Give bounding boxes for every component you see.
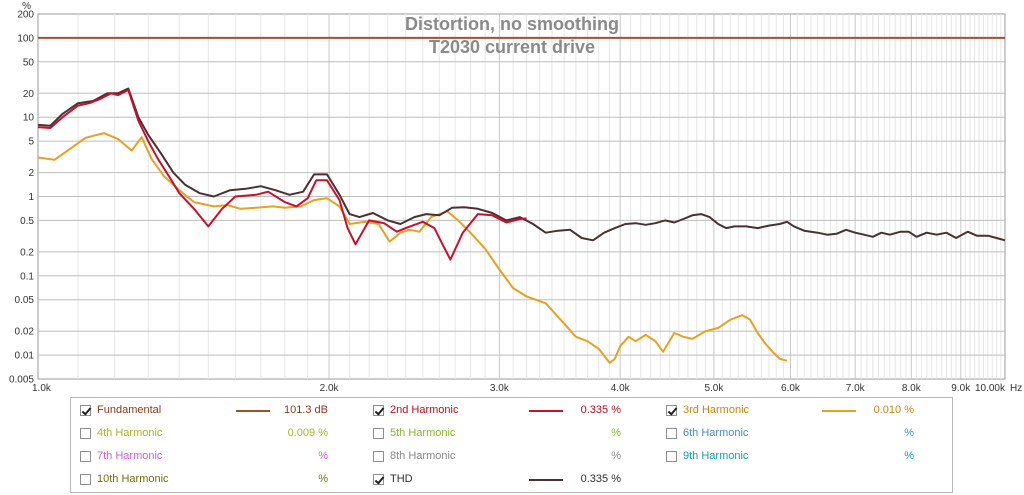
6th-harmonic-checkbox[interactable] <box>666 428 677 439</box>
2nd-harmonic-value: 0.335 % <box>580 404 621 416</box>
3rd-harmonic-label: 3rd Harmonic <box>683 404 750 416</box>
6th-harmonic-value: % <box>904 427 914 439</box>
legend-item-7th-harmonic[interactable]: 7th Harmonic % <box>71 446 364 469</box>
7th-harmonic-checkbox[interactable] <box>80 451 91 462</box>
legend-row: Fundamental 101.3 dB 2nd Harmonic 0.335 … <box>71 400 952 423</box>
legend-item-2nd-harmonic[interactable]: 2nd Harmonic 0.335 % <box>364 400 657 423</box>
x-tick-label: 8.0k <box>902 383 922 394</box>
7th-harmonic-value: % <box>318 450 328 462</box>
4th-harmonic-label: 4th Harmonic <box>97 427 163 439</box>
7th-harmonic-label: 7th Harmonic <box>97 450 163 462</box>
legend-item-3rd-harmonic[interactable]: 3rd Harmonic 0.010 % <box>657 400 950 423</box>
y-tick-label: 50 <box>23 57 35 68</box>
x-tick-label: 6.0k <box>781 383 801 394</box>
y-tick-label: 0.5 <box>20 216 34 227</box>
x-tick-label: 2.0k <box>320 383 340 394</box>
thd-swatch <box>529 479 563 481</box>
5th-harmonic-checkbox[interactable] <box>373 428 384 439</box>
legend-item-4th-harmonic[interactable]: 4th Harmonic 0.009 % <box>71 423 364 446</box>
x-tick-label: 10.00k <box>975 383 1006 394</box>
10th-harmonic-checkbox[interactable] <box>80 474 91 485</box>
thd-label: THD <box>390 473 413 485</box>
x-tick-label: 4.0k <box>611 383 631 394</box>
thd-value: 0.335 % <box>580 473 621 485</box>
8th-harmonic-checkbox[interactable] <box>373 451 384 462</box>
x-tick-label: 7.0k <box>846 383 866 394</box>
chart-title: Distortion, no smoothing <box>405 14 619 34</box>
y-tick-label: 200 <box>17 10 34 21</box>
legend-item-8th-harmonic[interactable]: 8th Harmonic % <box>364 446 657 469</box>
legend-item-5th-harmonic[interactable]: 5th Harmonic % <box>364 423 657 446</box>
x-tick-label: 3.0k <box>490 383 510 394</box>
fundamental-value: 101.3 dB <box>283 404 328 416</box>
y-tick-label: 0.02 <box>15 327 35 338</box>
y-tick-label: 2 <box>28 168 34 179</box>
y-tick-label: 100 <box>17 33 34 44</box>
6th-harmonic-label: 6th Harmonic <box>683 427 749 439</box>
series-lines <box>37 36 1006 364</box>
x-tick-label: 1.0k <box>32 383 52 394</box>
5th-harmonic-value: % <box>611 427 621 439</box>
legend-row: 4th Harmonic 0.009 % 5th Harmonic % 6th … <box>71 423 952 446</box>
3rd-harmonic-checkbox[interactable] <box>666 405 677 416</box>
y-tick-label: 10 <box>23 113 35 124</box>
legend-item-10th-harmonic[interactable]: 10th Harmonic % <box>71 469 364 492</box>
legend-row: 7th Harmonic % 8th Harmonic % 9th Harmon… <box>71 446 952 469</box>
legend-item-9th-harmonic[interactable]: 9th Harmonic % <box>657 446 950 469</box>
legend-item-6th-harmonic[interactable]: 6th Harmonic % <box>657 423 950 446</box>
9th-harmonic-value: % <box>904 450 914 462</box>
3rd-harmonic-line <box>37 132 788 364</box>
legend-item-thd[interactable]: THD 0.335 % <box>364 469 657 492</box>
8th-harmonic-value: % <box>611 450 621 462</box>
legend-panel: Fundamental 101.3 dB 2nd Harmonic 0.335 … <box>70 397 953 493</box>
2nd-harmonic-label: 2nd Harmonic <box>390 404 459 416</box>
4th-harmonic-checkbox[interactable] <box>80 428 91 439</box>
y-tick-label: 0.01 <box>15 351 35 362</box>
x-tick-label: 9.0k <box>951 383 971 394</box>
legend-item-fundamental[interactable]: Fundamental 101.3 dB <box>71 400 364 423</box>
y-tick-label: 5 <box>28 137 34 148</box>
thd-line <box>37 87 1006 242</box>
10th-harmonic-label: 10th Harmonic <box>97 473 169 485</box>
9th-harmonic-checkbox[interactable] <box>666 451 677 462</box>
chart-subtitle: T2030 current drive <box>429 37 595 57</box>
y-tick-label: 1 <box>28 192 34 203</box>
4th-harmonic-value: 0.009 % <box>287 427 328 439</box>
y-tick-label: 0.1 <box>20 271 34 282</box>
3rd-harmonic-swatch <box>822 410 856 412</box>
distortion-chart: 200 100 50 20 10 5 2 1 0.5 0.2 0.1 0.05 0.02 0.01 0.00… <box>9 1 1022 395</box>
y-axis-unit: % <box>22 1 31 12</box>
fundamental-label: Fundamental <box>97 404 162 416</box>
2nd-harmonic-swatch <box>529 410 563 412</box>
grid-lines <box>38 14 1005 379</box>
2nd-harmonic-line <box>37 89 527 261</box>
10th-harmonic-value: % <box>318 473 328 485</box>
y-tick-label: 0.2 <box>20 247 34 258</box>
2nd-harmonic-checkbox[interactable] <box>373 405 384 416</box>
9th-harmonic-label: 9th Harmonic <box>683 450 749 462</box>
3rd-harmonic-value: 0.010 % <box>873 404 914 416</box>
y-tick-label: 20 <box>23 89 35 100</box>
fundamental-checkbox[interactable] <box>80 405 91 416</box>
thd-checkbox[interactable] <box>373 474 384 485</box>
x-axis-unit: Hz <box>1010 383 1022 394</box>
legend-row: 10th Harmonic % THD 0.335 % <box>71 469 952 492</box>
x-tick-label: 5.0k <box>704 383 724 394</box>
8th-harmonic-label: 8th Harmonic <box>390 450 456 462</box>
y-tick-label: 0.05 <box>15 295 35 306</box>
5th-harmonic-label: 5th Harmonic <box>390 427 456 439</box>
fundamental-swatch <box>236 410 270 412</box>
tick-labels: 200 100 50 20 10 5 2 1 0.5 0.2 0.1 0.05 0.02 0.01 0.00… <box>9 10 1006 395</box>
y-tick-label: 0.005 <box>9 375 34 386</box>
